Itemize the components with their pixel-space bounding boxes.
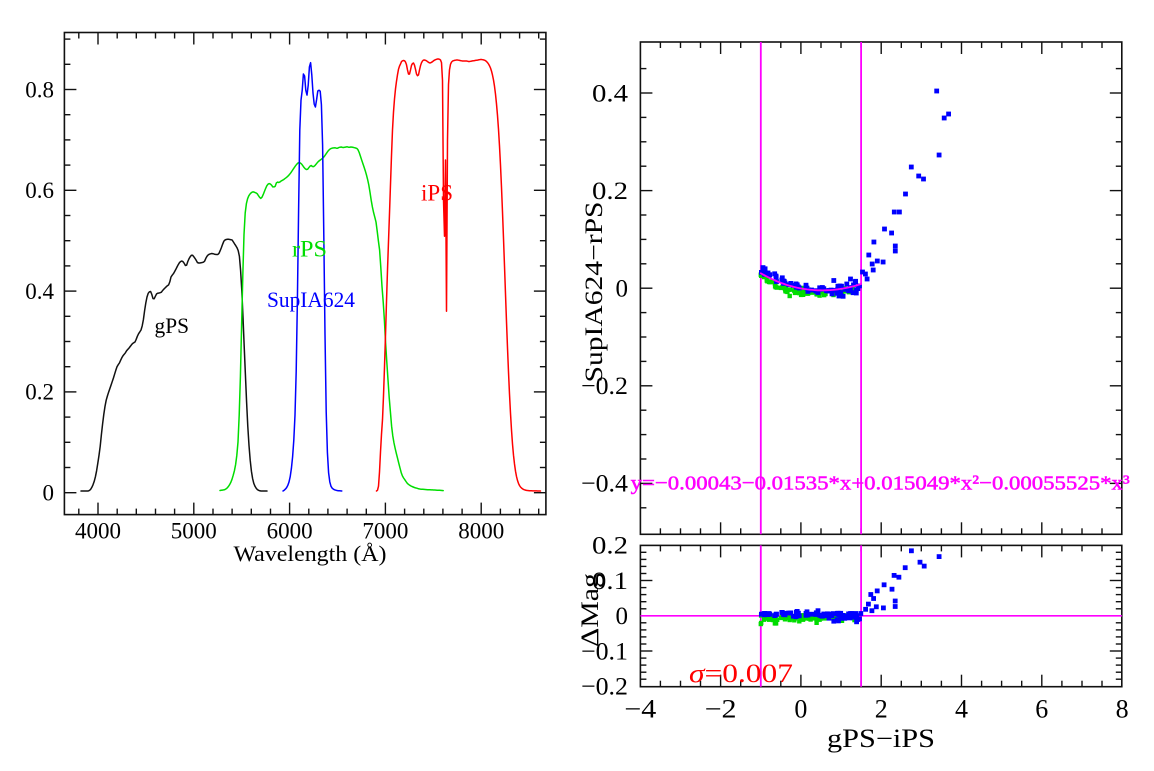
svg-text:−0.4: −0.4 [581, 471, 629, 498]
svg-text:8: 8 [1116, 695, 1129, 724]
svg-text:Wavelength (Å): Wavelength (Å) [234, 541, 387, 566]
svg-text:0.2: 0.2 [592, 533, 628, 560]
svg-text:0: 0 [794, 695, 807, 724]
svg-text:4000: 4000 [75, 519, 121, 544]
svg-text:0.2: 0.2 [592, 178, 628, 205]
svg-text:8000: 8000 [458, 519, 504, 544]
svg-text:−0.2: −0.2 [581, 373, 628, 400]
svg-text:iPS: iPS [421, 181, 453, 206]
svg-text:−0.2: −0.2 [581, 674, 628, 701]
svg-text:6000: 6000 [267, 519, 313, 544]
svg-text:0.4: 0.4 [592, 80, 629, 107]
svg-text:0.4: 0.4 [25, 279, 54, 304]
svg-text:6: 6 [1035, 695, 1048, 724]
svg-text:0.2: 0.2 [25, 380, 54, 405]
svg-text:0.6: 0.6 [25, 178, 54, 203]
svg-text:5000: 5000 [171, 519, 217, 544]
svg-text:−0.1: −0.1 [581, 638, 628, 665]
svg-text:ΔMag: ΔMag [577, 572, 604, 647]
svg-text:0: 0 [616, 276, 629, 303]
svg-text:0.8: 0.8 [25, 77, 54, 102]
svg-text:0: 0 [616, 603, 629, 630]
svg-text:2: 2 [875, 695, 888, 724]
svg-text:0.1: 0.1 [592, 568, 628, 595]
svg-text:7000: 7000 [362, 519, 408, 544]
svg-text:SupIA624: SupIA624 [267, 287, 355, 312]
svg-text:gPS−iPS: gPS−iPS [827, 724, 935, 753]
svg-text:−2: −2 [705, 695, 737, 724]
svg-text:y=−0.00043−0.01535*x+0.015049*: y=−0.00043−0.01535*x+0.015049*x²−0.00055… [631, 473, 1130, 495]
svg-text:gPS: gPS [155, 313, 190, 338]
svg-text:−4: −4 [624, 695, 656, 724]
svg-text:rPS: rPS [292, 237, 327, 262]
svg-text:4: 4 [955, 695, 968, 724]
svg-text:0: 0 [43, 481, 55, 506]
svg-text:SupIA624−rPS: SupIA624−rPS [581, 202, 608, 383]
svg-text:σ=0.007: σ =0.007 [689, 659, 793, 688]
